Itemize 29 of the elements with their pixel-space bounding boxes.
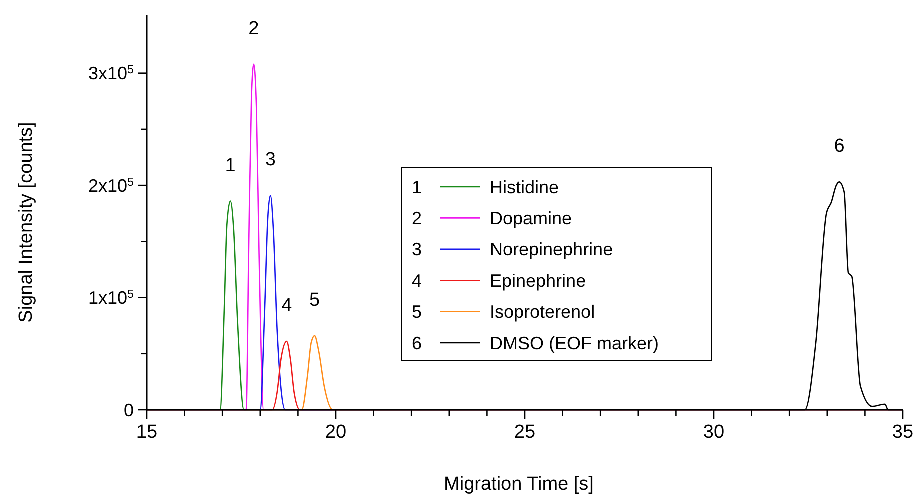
legend-label: Histidine: [490, 177, 560, 198]
text: 4: [412, 270, 422, 291]
x-tick-label: 30: [703, 422, 725, 443]
text: 2: [412, 208, 422, 228]
y-axis-title: Signal Intensity [counts]: [16, 122, 37, 323]
y-tick-label: 3x10$^{5}$: [88, 63, 134, 84]
legend-label: DMSO (EOF marker): [490, 333, 659, 354]
legend-label: Norepinephrine: [490, 240, 614, 260]
annotation: 2: [248, 18, 260, 40]
legend-label: Isoproterenol: [490, 302, 596, 322]
text: 6: [412, 333, 422, 354]
legend-label: Epinephrine: [490, 270, 586, 291]
y-tick-label: 2x10$^{5}$: [88, 175, 134, 196]
x-axis-title: Migration Time [s]: [444, 474, 594, 495]
annotation: 1: [225, 155, 236, 176]
text: 3: [412, 240, 422, 260]
y-tick-label: 1x10$^{5}$: [88, 288, 134, 308]
legend-label: Dopamine: [490, 208, 572, 228]
text: 5: [412, 302, 422, 322]
annotation: 3: [265, 150, 276, 171]
annotation: 6: [834, 136, 845, 158]
x-tick-label: 15: [136, 422, 158, 443]
y-tick-label: 0: [124, 400, 134, 420]
x-tick-label: 25: [514, 422, 536, 443]
annotation: 5: [310, 290, 320, 311]
annotation: 4: [282, 296, 293, 317]
text: 1: [412, 177, 422, 198]
x-tick-label: 20: [325, 422, 347, 443]
x-tick-label: 35: [892, 422, 914, 443]
